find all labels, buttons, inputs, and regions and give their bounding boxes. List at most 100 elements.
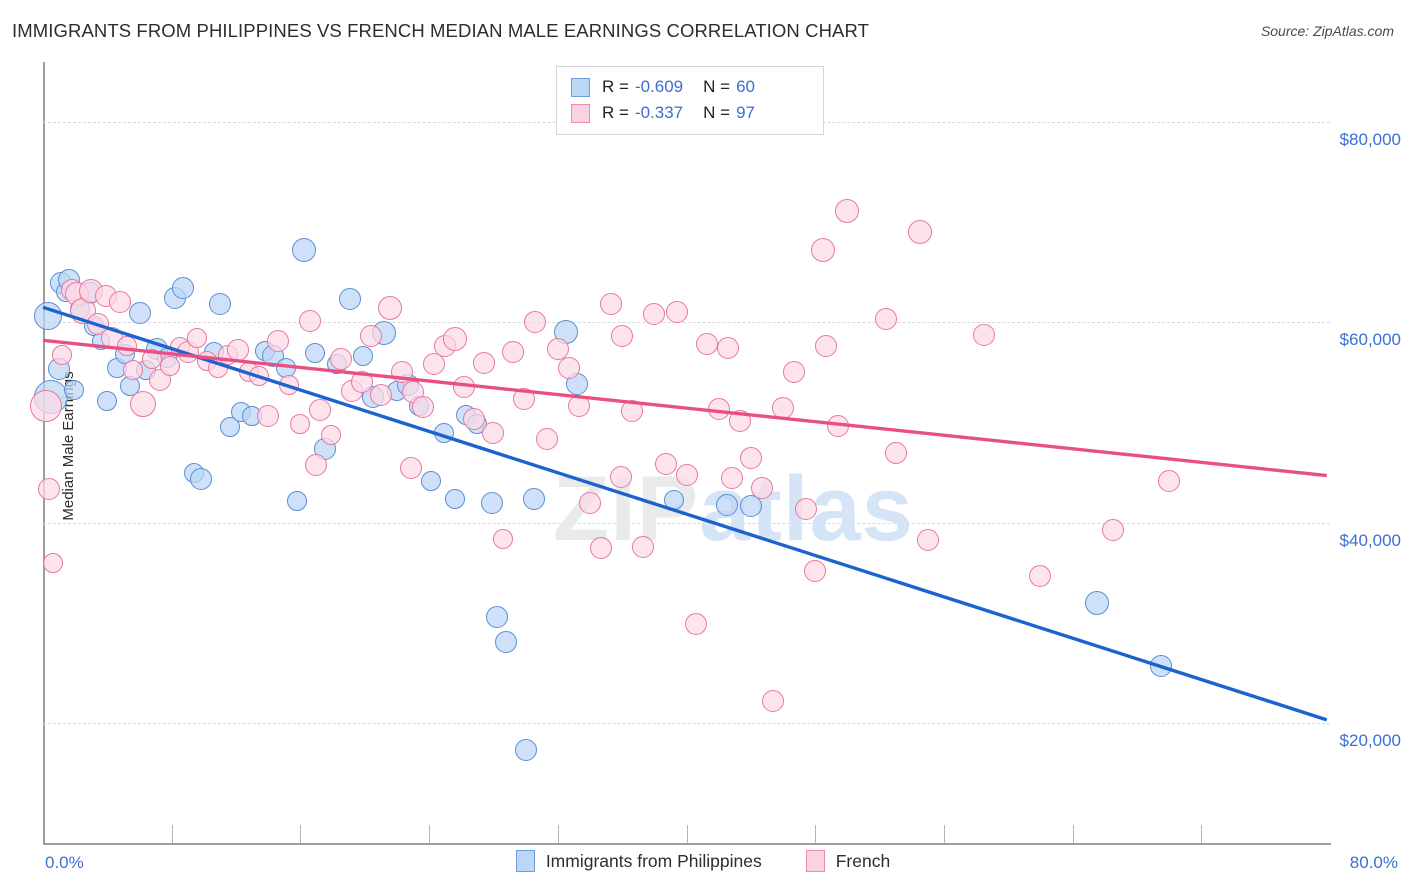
- x-tick: [1201, 825, 1203, 843]
- scatter-point: [287, 490, 308, 511]
- y-axis-tick-label: $80,000: [1339, 130, 1401, 150]
- scatter-point: [350, 371, 373, 394]
- scatter-point: [128, 302, 151, 325]
- scatter-point: [442, 327, 467, 352]
- scatter-point: [835, 199, 860, 224]
- x-tick: [815, 825, 817, 843]
- x-tick: [429, 825, 431, 843]
- legend-item-french[interactable]: French: [805, 850, 890, 872]
- scatter-point: [305, 453, 328, 476]
- trend-line: [42, 338, 1327, 478]
- y-axis-tick-label: $20,000: [1339, 730, 1401, 750]
- scatter-point: [485, 605, 508, 628]
- source-label: Source: ZipAtlas.com: [1260, 23, 1394, 39]
- scatter-point: [291, 238, 316, 263]
- scatter-point: [783, 361, 806, 384]
- scatter-point: [109, 291, 132, 314]
- scatter-point: [320, 425, 341, 446]
- stats-r-value-french: -0.337: [634, 103, 684, 122]
- x-tick: [686, 825, 688, 843]
- legend-label-philippines: Immigrants from Philippines: [545, 850, 762, 871]
- scatter-point: [578, 491, 601, 514]
- scatter-point: [329, 348, 352, 371]
- scatter-point: [444, 488, 465, 509]
- scatter-point: [1029, 564, 1052, 587]
- scatter-point: [493, 528, 514, 549]
- scatter-point: [42, 552, 63, 573]
- scatter-point: [189, 467, 212, 490]
- scatter-point: [353, 346, 374, 367]
- scatter-point: [360, 325, 383, 348]
- scatter-point: [369, 384, 392, 407]
- scatter-point: [907, 220, 932, 245]
- scatter-point: [794, 497, 817, 520]
- scatter-point: [739, 494, 762, 517]
- scatter-point: [219, 417, 240, 438]
- scatter-point: [97, 391, 118, 412]
- scatter-point: [463, 408, 486, 431]
- scatter-point: [916, 528, 939, 551]
- scatter-point: [524, 311, 547, 334]
- gridline: [43, 322, 1330, 324]
- y-axis-tick-label: $40,000: [1339, 530, 1401, 550]
- scatter-point: [514, 738, 537, 761]
- stats-r-value-philippines: -0.609: [634, 77, 684, 96]
- scatter-point: [257, 405, 280, 428]
- correlation-stats-box: R = -0.609 N = 60 R = -0.337 N = 97: [556, 66, 824, 135]
- scatter-point: [290, 414, 311, 435]
- stats-row-philippines: R = -0.609 N = 60: [571, 74, 811, 100]
- trend-lines: [42, 305, 1328, 722]
- scatter-point: [420, 470, 441, 491]
- gridline: [43, 722, 1330, 724]
- scatter-point: [38, 477, 61, 500]
- scatter-point: [308, 399, 331, 422]
- scatter-point: [751, 476, 774, 499]
- scatter-point: [1101, 518, 1124, 541]
- scatter-point: [1084, 590, 1109, 615]
- trend-line: [42, 305, 1328, 722]
- scatter-point: [411, 396, 434, 419]
- scatter-point: [299, 310, 322, 333]
- scatter-point: [123, 360, 144, 381]
- scatter-point: [609, 465, 632, 488]
- scatter-point: [171, 277, 194, 300]
- scatter-point: [480, 491, 503, 514]
- scatter-point: [129, 391, 156, 418]
- scatter-point: [973, 324, 996, 347]
- scatter-point: [720, 466, 743, 489]
- legend-swatch-french-icon: [805, 850, 825, 872]
- scatter-point: [1158, 469, 1181, 492]
- scatter-point: [675, 463, 698, 486]
- legend-item-philippines[interactable]: Immigrants from Philippines: [515, 850, 762, 872]
- scatter-point: [339, 288, 362, 311]
- y-axis-tick-label: $60,000: [1339, 330, 1401, 350]
- scatter-point: [546, 338, 569, 361]
- scatter-point: [535, 428, 558, 451]
- scatter-point: [208, 293, 231, 316]
- x-axis-max-label: 80.0%: [1349, 853, 1398, 872]
- scatter-point: [522, 487, 545, 510]
- scatter-point: [378, 296, 403, 321]
- scatter-point: [632, 535, 655, 558]
- stats-r-label-philippines: R =: [602, 77, 629, 96]
- scatter-point: [33, 302, 62, 331]
- scatter-point: [815, 335, 838, 358]
- x-tick: [943, 825, 945, 843]
- scatter-point: [513, 388, 536, 411]
- gridline: [43, 522, 1330, 524]
- scatter-point: [643, 303, 666, 326]
- scatter-point: [495, 630, 518, 653]
- scatter-point: [52, 345, 73, 366]
- scatter-point: [482, 422, 505, 445]
- scatter-point: [472, 352, 495, 375]
- scatter-point: [874, 308, 897, 331]
- scatter-point: [685, 612, 708, 635]
- scatter-point: [160, 356, 181, 377]
- scatter-point: [717, 337, 740, 360]
- scatter-point: [266, 330, 289, 353]
- x-tick: [557, 825, 559, 843]
- scatter-point: [30, 390, 63, 423]
- scatter-point: [654, 452, 677, 475]
- y-axis-line: [43, 62, 45, 844]
